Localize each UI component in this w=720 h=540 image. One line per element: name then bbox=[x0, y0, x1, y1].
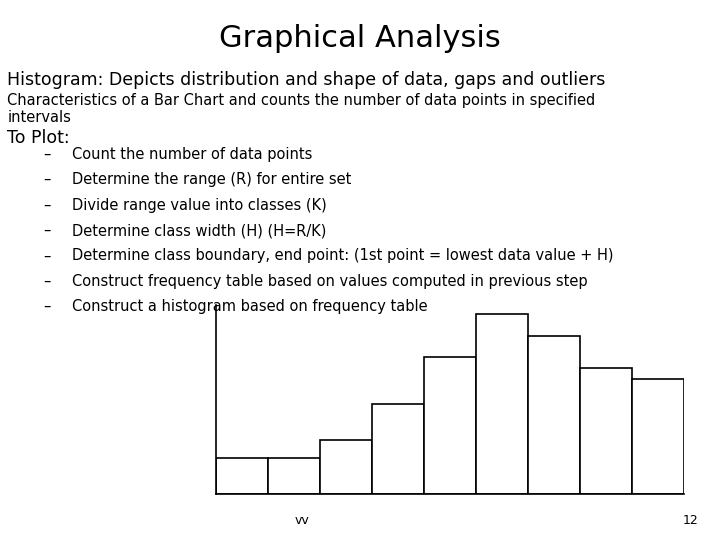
Text: –: – bbox=[43, 198, 50, 213]
Text: Count the number of data points: Count the number of data points bbox=[72, 147, 312, 162]
Text: –: – bbox=[43, 248, 50, 264]
Text: Graphical Analysis: Graphical Analysis bbox=[219, 24, 501, 53]
Text: vv: vv bbox=[295, 514, 310, 526]
Bar bbox=[580, 368, 632, 494]
Text: Determine class boundary, end point: (1st point = lowest data value + H): Determine class boundary, end point: (1s… bbox=[72, 248, 613, 264]
Bar bbox=[528, 336, 580, 494]
Text: –: – bbox=[43, 274, 50, 289]
Bar bbox=[476, 314, 528, 494]
Text: –: – bbox=[43, 299, 50, 314]
Bar bbox=[268, 458, 320, 494]
Text: Determine the range (R) for entire set: Determine the range (R) for entire set bbox=[72, 172, 351, 187]
Text: Construct a histogram based on frequency table: Construct a histogram based on frequency… bbox=[72, 299, 428, 314]
Bar bbox=[632, 379, 684, 494]
Text: –: – bbox=[43, 223, 50, 238]
Text: Characteristics of a Bar Chart and counts the number of data points in specified: Characteristics of a Bar Chart and count… bbox=[7, 93, 595, 108]
Bar bbox=[216, 458, 268, 494]
Bar bbox=[372, 404, 424, 494]
Text: Histogram: Depicts distribution and shape of data, gaps and outliers: Histogram: Depicts distribution and shap… bbox=[7, 71, 606, 89]
Text: intervals: intervals bbox=[7, 110, 71, 125]
Bar bbox=[320, 440, 372, 494]
Text: Construct frequency table based on values computed in previous step: Construct frequency table based on value… bbox=[72, 274, 588, 289]
Text: –: – bbox=[43, 147, 50, 162]
Text: –: – bbox=[43, 172, 50, 187]
Text: Determine class width (H) (H=R/K): Determine class width (H) (H=R/K) bbox=[72, 223, 326, 238]
Text: To Plot:: To Plot: bbox=[7, 129, 70, 146]
Bar bbox=[424, 357, 476, 494]
Text: 12: 12 bbox=[683, 514, 698, 526]
Text: Divide range value into classes (K): Divide range value into classes (K) bbox=[72, 198, 327, 213]
